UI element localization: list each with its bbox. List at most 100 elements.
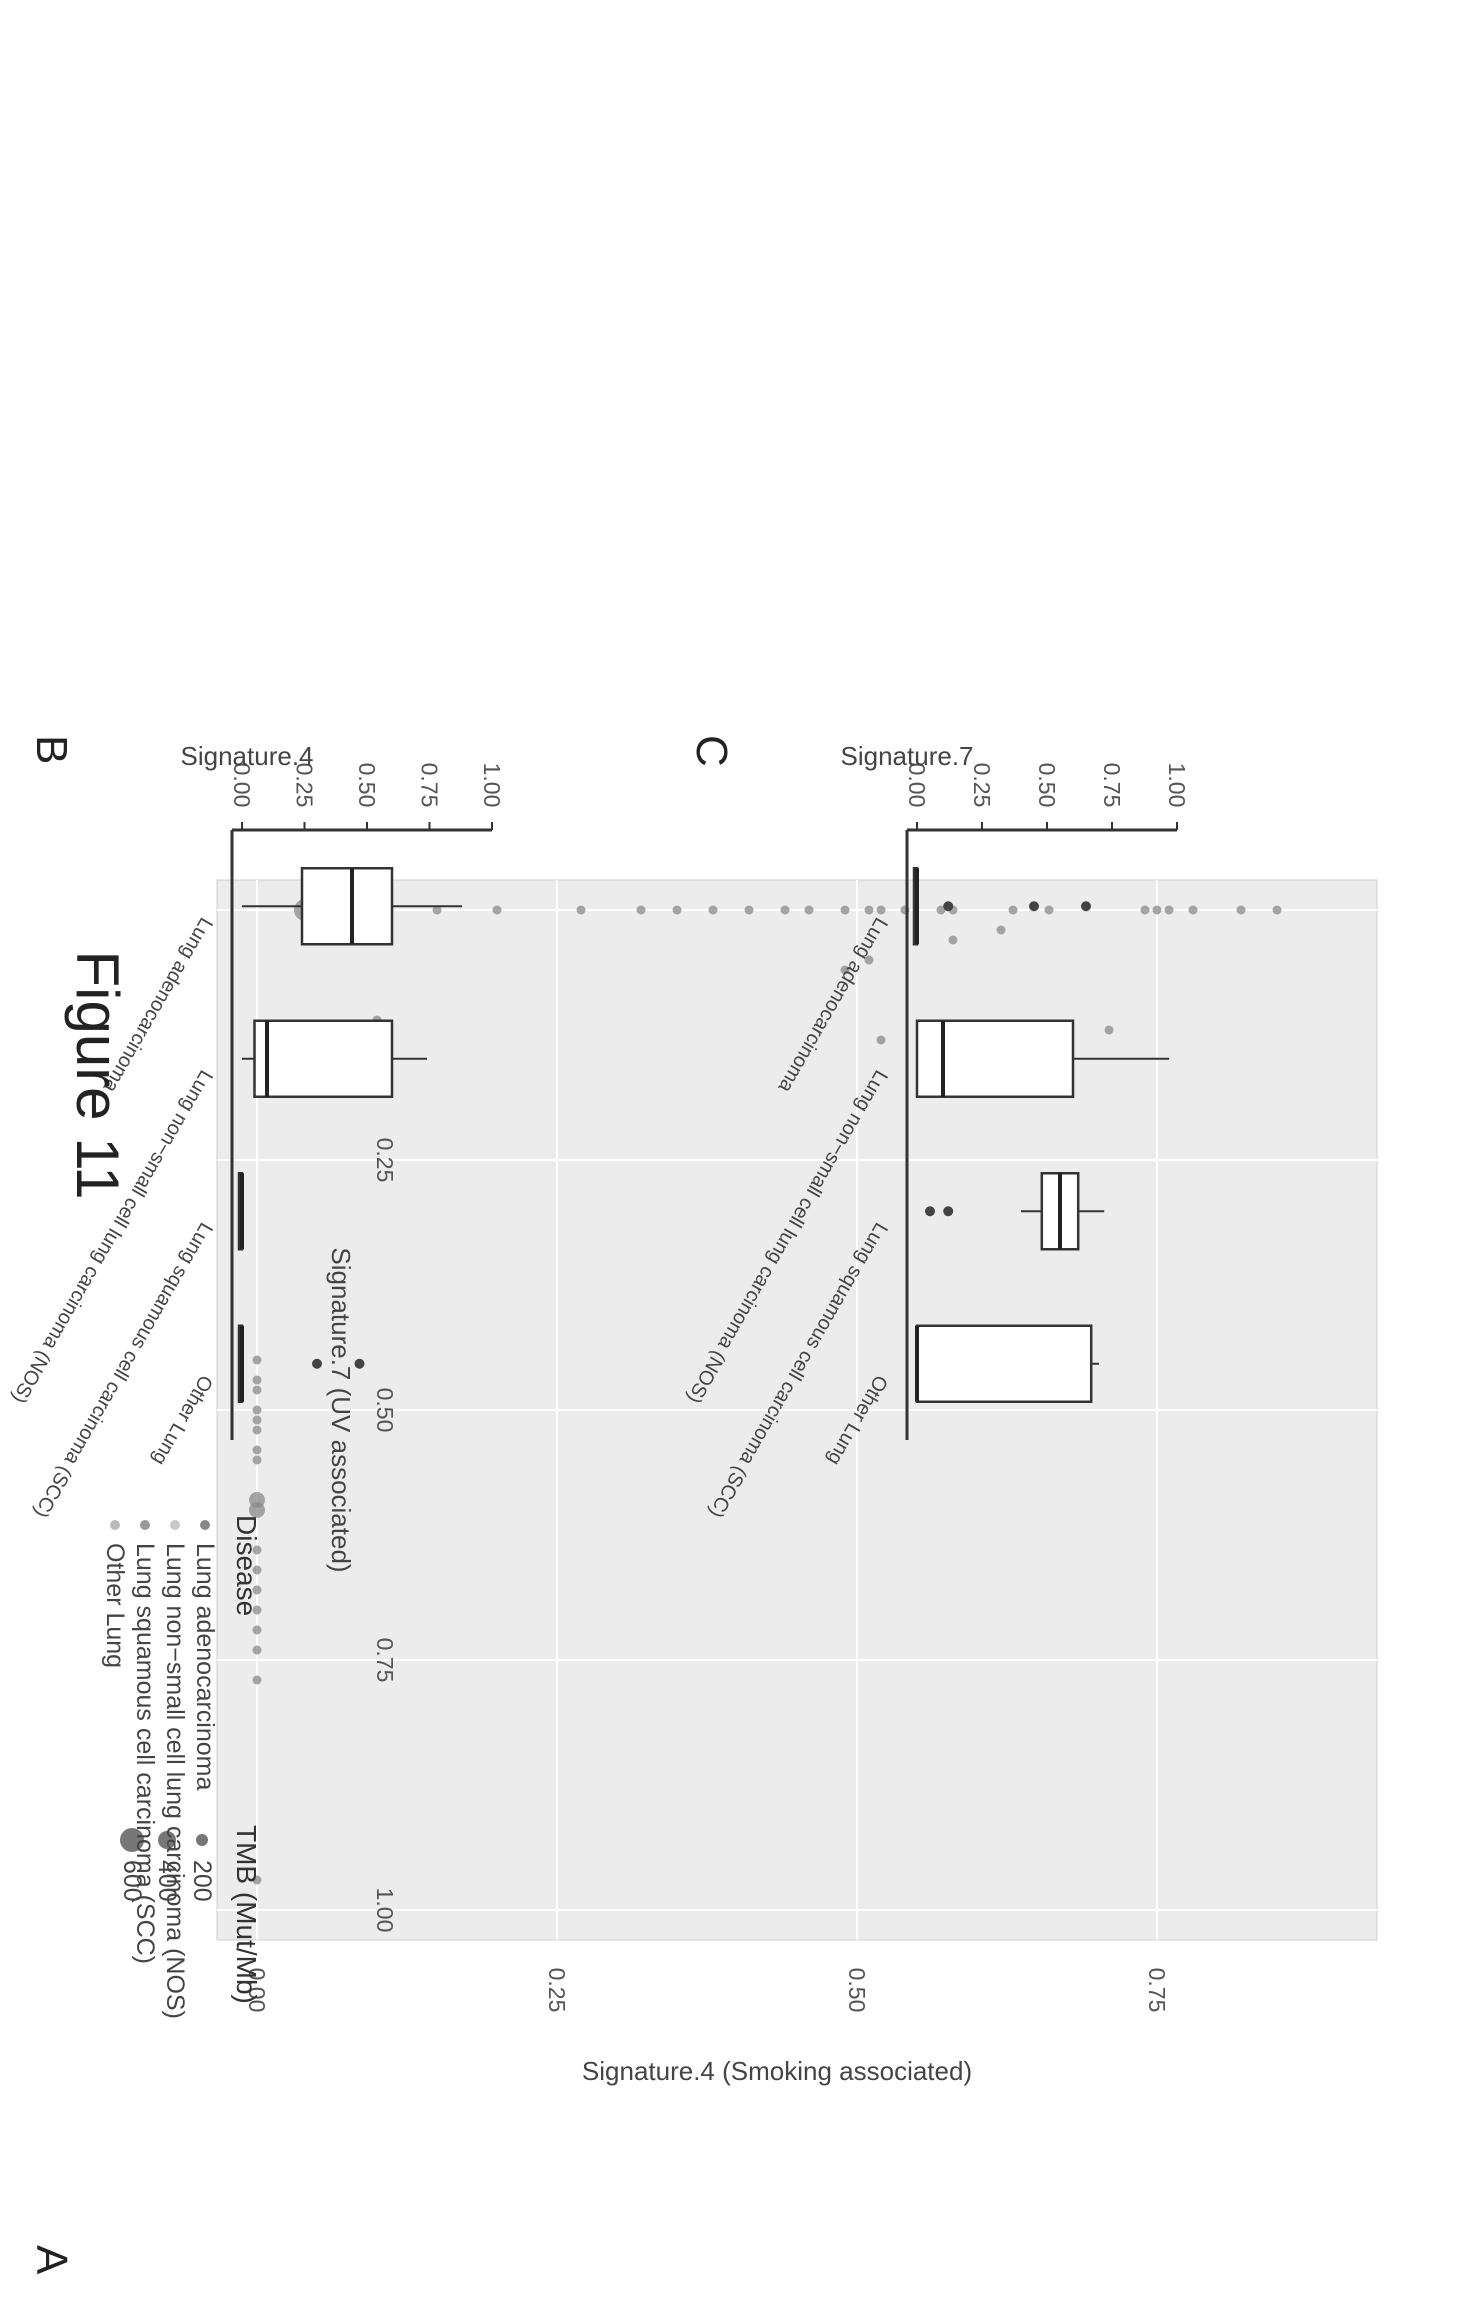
tmb-legend-marker-200 (196, 1834, 208, 1846)
panel-c-axes (905, 822, 1178, 1440)
panel-a-point (252, 1385, 262, 1395)
tmb-legend-marker-600 (120, 1828, 144, 1852)
panel-b-boxes (237, 867, 462, 1403)
panel-a-point (252, 1675, 262, 1685)
panel-a-y-tick-label: 0.25 (544, 1968, 570, 2013)
c-outlier (1081, 901, 1091, 912)
c-box (915, 1019, 1075, 1098)
tmb-size-legend: TMB (Mut/Mb) 200 400 600 (118, 1825, 262, 2004)
disease-legend-title: Disease (231, 1515, 262, 1616)
panel-a-y-axis-title: Signature.4 (Smoking associated) (582, 2056, 972, 2086)
b-outlier (354, 1358, 365, 1369)
c-outlier (943, 901, 954, 912)
panel-a-point (1164, 905, 1174, 915)
panel-a-point (252, 1445, 262, 1455)
panel-a-point (252, 1375, 262, 1385)
panel-a-point (1272, 905, 1282, 915)
disease-legend-label-1: Lung adenocarcinoma (191, 1543, 219, 1790)
panel-b-y-ticks: 1.00 0.75 0.50 0.25 0.00 (229, 763, 505, 808)
panel-a-points (249, 899, 1282, 1885)
disease-legend-label-3: Lung squamous cell carcinoma (SCC) (131, 1543, 159, 1964)
panel-a-point (1104, 1025, 1114, 1035)
b-box (253, 1019, 394, 1098)
panel-a-point (252, 1415, 262, 1425)
panel-a-letter: A (27, 2245, 76, 2275)
panel-a-point (672, 905, 682, 915)
panel-a-point (1044, 905, 1054, 915)
panel-a-x-tick-label: 1.00 (372, 1888, 398, 1933)
tmb-legend-title: TMB (Mut/Mb) (231, 1825, 262, 2004)
panel-b-letter: B (27, 735, 76, 764)
panel-a-point (492, 905, 502, 915)
panel-a-point (948, 935, 958, 945)
panel-c-letter: C (687, 735, 736, 767)
c-y-tick-label: 0.00 (904, 763, 930, 808)
panel-a-point (252, 1425, 262, 1435)
panel-a-point (432, 905, 442, 915)
panel-a-point (1236, 905, 1246, 915)
b-outlier (312, 1358, 322, 1369)
panel-c-boxes (912, 867, 1170, 1403)
panel-a-point (876, 1035, 886, 1045)
panel-a-point (936, 905, 946, 915)
panel-a-scatter: 0.00 0.25 0.50 0.75 1.00 0.00 0.25 0.50 0.75 Si… (101, 879, 1378, 2086)
panel-a-point (252, 1565, 262, 1575)
panel-a-point (1140, 905, 1150, 915)
panel-a-point (636, 905, 646, 915)
panel-a-y-tick-label: 0.00 (244, 1968, 270, 2013)
panel-a-point (249, 1502, 265, 1518)
panel-a-y-tick-label: 0.50 (844, 1968, 870, 2013)
figure-caption: Figure 11 (64, 950, 131, 1199)
c-y-tick-label: 0.25 (969, 763, 995, 808)
panel-a-point (1188, 905, 1198, 915)
c-y-tick-label: 1.00 (1164, 763, 1190, 808)
panel-a-point (252, 1625, 262, 1635)
panel-a-point (864, 905, 874, 915)
panel-a-point (252, 1645, 262, 1655)
panel-a-point (864, 955, 874, 965)
disease-legend: Disease Lung adenocarcinoma Lung non−sma… (101, 1515, 262, 2019)
c-outlier (925, 1206, 935, 1217)
b-y-tick-label: 0.75 (417, 763, 443, 808)
panel-a-point (1152, 905, 1162, 915)
panel-a-point (252, 1585, 262, 1595)
panel-a-point (840, 905, 850, 915)
b-box (300, 867, 394, 946)
panel-a-y-ticks: 0.00 0.25 0.50 0.75 (244, 1968, 1170, 2013)
panel-a-y-tick-label: 0.75 (1144, 1968, 1170, 2013)
c-box (915, 1324, 1093, 1403)
panel-a-point (576, 905, 586, 915)
panel-a-point (780, 905, 790, 915)
disease-legend-label-2: Lung non−small cell lung carcinoma (NOS) (161, 1543, 189, 2019)
panel-c-y-ticks: 1.00 0.75 0.50 0.25 0.00 (904, 763, 1190, 808)
b-category-label: Lung squamous cell carcinoma (SCC) (29, 1219, 216, 1522)
panel-a-point (744, 905, 754, 915)
c-outlier (1029, 901, 1039, 912)
panel-a-point (840, 965, 850, 975)
panel-a-x-tick-label: 0.25 (372, 1138, 398, 1183)
panel-a-point (708, 905, 718, 915)
c-y-tick-label: 0.50 (1034, 763, 1060, 808)
tmb-legend-label-200: 200 (188, 1860, 216, 1902)
disease-legend-marker-1 (200, 1520, 210, 1530)
panel-a-x-tick-label: 0.75 (372, 1638, 398, 1683)
panel-a-point (876, 905, 886, 915)
panel-a-point (252, 1405, 262, 1415)
panel-b-y-axis-title: Signature.4 (181, 741, 314, 771)
panel-b-axes (230, 822, 493, 1440)
disease-legend-marker-3 (140, 1520, 150, 1530)
panel-a-point (252, 1355, 262, 1365)
panel-a-point (252, 1605, 262, 1615)
b-y-tick-label: 0.50 (354, 763, 380, 808)
b-category-label: Other Lung (148, 1371, 217, 1469)
b-y-tick-label: 0.25 (292, 763, 318, 808)
panel-a-x-axis-title: Signature.7 (UV associated) (326, 1247, 356, 1572)
panel-a-x-tick-label: 0.50 (372, 1388, 398, 1433)
disease-legend-label-4: Other Lung (101, 1543, 129, 1668)
panel-a-point (1008, 905, 1018, 915)
panel-a-point (996, 925, 1006, 935)
disease-legend-marker-4 (110, 1520, 120, 1530)
panel-a-point (252, 1875, 262, 1885)
panel-a-point (252, 1545, 262, 1555)
